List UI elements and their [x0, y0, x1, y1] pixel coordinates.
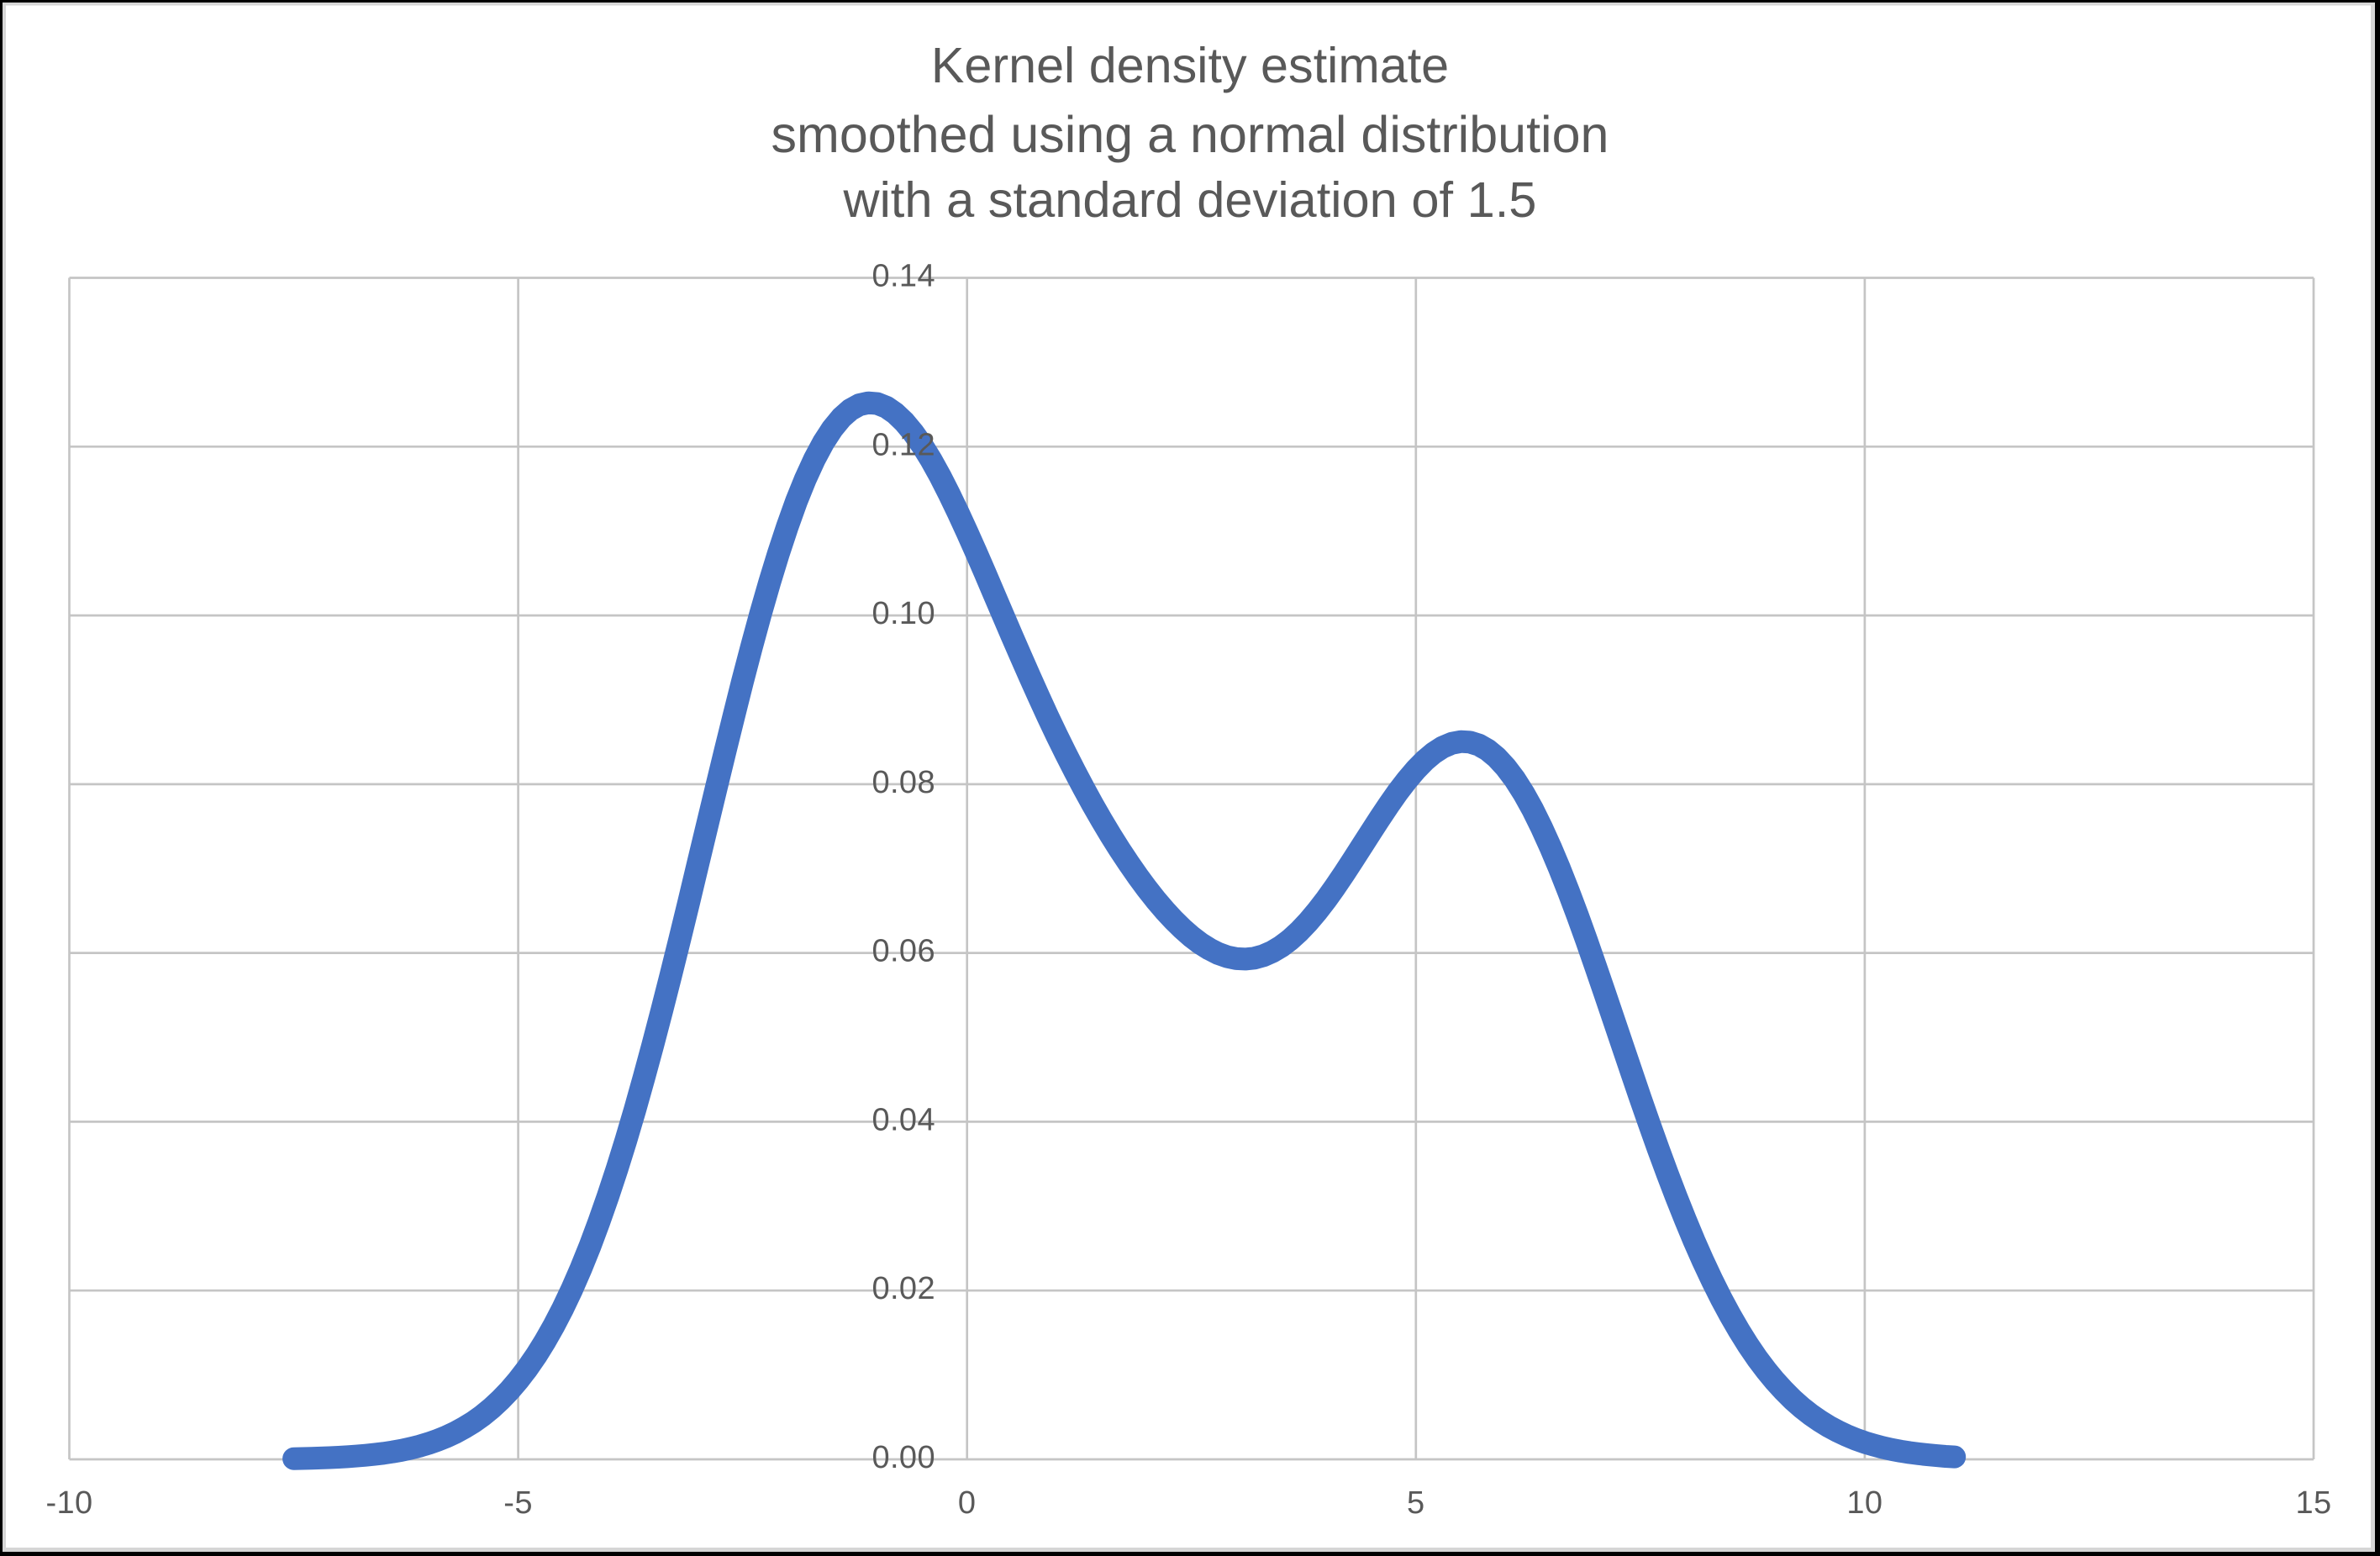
svg-text:-5: -5: [503, 1485, 533, 1521]
svg-text:0.00: 0.00: [871, 1440, 935, 1475]
svg-text:0.04: 0.04: [871, 1102, 935, 1137]
svg-text:smoothed using a normal distri: smoothed using a normal distribution: [771, 106, 1609, 163]
svg-text:-10: -10: [45, 1485, 92, 1521]
svg-text:10: 10: [1846, 1485, 1882, 1521]
svg-text:0: 0: [958, 1485, 977, 1521]
svg-text:0.08: 0.08: [871, 765, 935, 800]
svg-text:with a standard deviation of 1: with a standard deviation of 1.5: [843, 171, 1537, 228]
svg-text:5: 5: [1407, 1485, 1425, 1521]
svg-text:0.02: 0.02: [871, 1271, 935, 1306]
svg-text:Kernel density estimate: Kernel density estimate: [931, 37, 1449, 93]
svg-text:0.06: 0.06: [871, 934, 935, 969]
svg-text:15: 15: [2295, 1485, 2331, 1521]
svg-text:0.14: 0.14: [871, 259, 935, 294]
svg-text:0.10: 0.10: [871, 596, 935, 631]
svg-text:0.12: 0.12: [871, 427, 935, 462]
